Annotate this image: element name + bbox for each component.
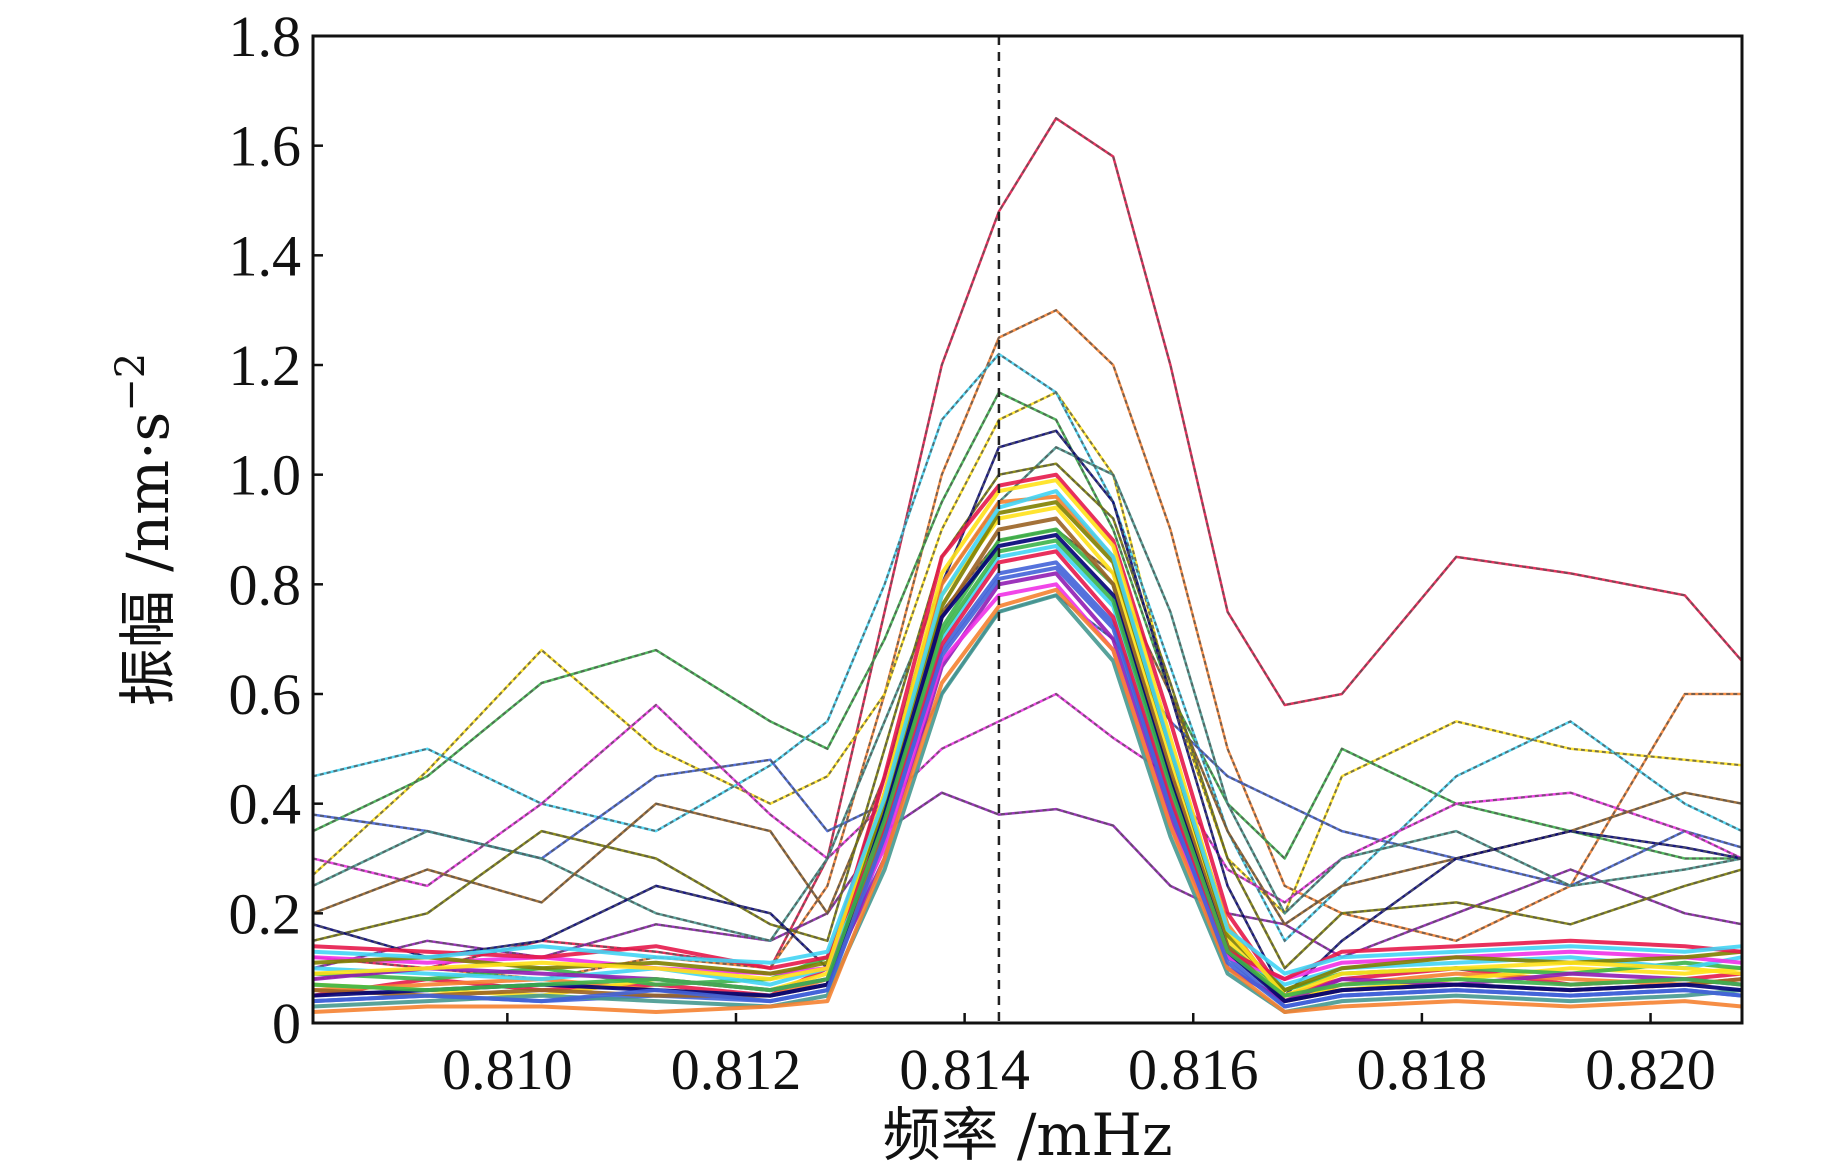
series-line xyxy=(313,593,1742,1014)
series-line xyxy=(313,582,1742,982)
y-tick-label: 0.2 xyxy=(229,881,302,946)
y-tick-label: 1.8 xyxy=(229,4,302,69)
series-line xyxy=(313,565,1742,1009)
y-tick-label: 1.6 xyxy=(229,114,302,179)
series-line xyxy=(313,544,1742,987)
y-tick-label: 1.0 xyxy=(229,443,302,508)
series-line-outline xyxy=(313,116,1742,970)
y-axis-label-main: 振幅 /nm·s xyxy=(114,412,182,707)
series-line xyxy=(313,429,1742,997)
series-line-outline xyxy=(313,791,1742,970)
series-line xyxy=(313,478,1742,998)
series-line-outline xyxy=(313,446,1742,942)
series-line-outline xyxy=(313,391,1742,861)
series-line xyxy=(313,500,1742,993)
x-tick-label: 0.820 xyxy=(1585,1037,1716,1102)
series-line-outline xyxy=(313,429,1742,998)
y-axis-label: 振幅 /nm·s−2 xyxy=(108,353,182,707)
series-line-outline xyxy=(313,352,1742,943)
x-tick-label: 0.814 xyxy=(899,1037,1030,1102)
y-axis-label-exponent: −2 xyxy=(108,353,154,412)
series-line xyxy=(313,587,1742,1014)
series-line xyxy=(313,489,1742,976)
series-line xyxy=(313,308,1742,981)
plot-frame xyxy=(311,34,1744,1025)
y-tick-label: 1.4 xyxy=(229,223,302,288)
series-line xyxy=(313,560,1742,1009)
series-line xyxy=(313,391,1742,860)
x-tick-label: 0.812 xyxy=(671,1037,802,1102)
y-tick-label: 0.8 xyxy=(229,552,302,617)
x-tick-label: 0.810 xyxy=(442,1037,573,1102)
x-tick-label: 0.816 xyxy=(1128,1037,1259,1102)
series-line-outline xyxy=(313,692,1742,904)
series-line xyxy=(313,549,1742,982)
series-line xyxy=(313,391,1742,915)
series-line xyxy=(313,352,1742,943)
y-tick-label: 0.6 xyxy=(229,662,302,727)
series-layer xyxy=(313,116,1742,1014)
tick-layer: 0.810 0.812 0.814 0.816 0.818 0.820 0 0.2 0.4 0.6… xyxy=(229,4,1716,1102)
x-axis-label: 频率 /mHz xyxy=(882,1101,1172,1169)
series-line-outline xyxy=(313,391,1742,916)
y-tick-label: 0.4 xyxy=(229,772,302,837)
series-line xyxy=(313,571,1742,1004)
series-line xyxy=(313,538,1742,998)
y-tick-label: 0 xyxy=(272,991,301,1056)
series-line-outline xyxy=(313,308,1742,981)
y-tick-label: 1.2 xyxy=(229,333,302,398)
series-line xyxy=(313,462,1742,970)
x-tick-label: 0.818 xyxy=(1357,1037,1488,1102)
y-axis-label-group: 振幅 /nm·s−2 xyxy=(108,353,182,707)
